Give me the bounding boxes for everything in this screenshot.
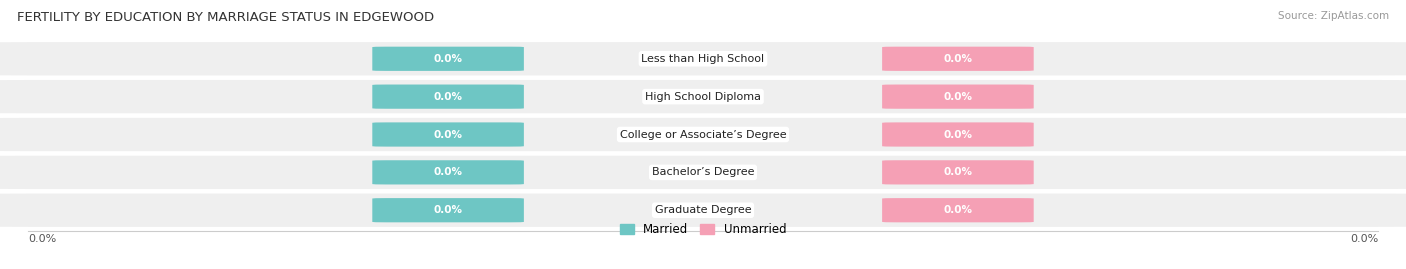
- FancyBboxPatch shape: [373, 122, 524, 147]
- FancyBboxPatch shape: [373, 47, 524, 71]
- Text: 0.0%: 0.0%: [943, 129, 973, 140]
- Text: College or Associate’s Degree: College or Associate’s Degree: [620, 129, 786, 140]
- Text: 0.0%: 0.0%: [943, 205, 973, 215]
- Text: Bachelor’s Degree: Bachelor’s Degree: [652, 167, 754, 177]
- FancyBboxPatch shape: [882, 122, 1033, 147]
- Text: 0.0%: 0.0%: [28, 234, 56, 244]
- Text: 0.0%: 0.0%: [433, 54, 463, 64]
- Text: Source: ZipAtlas.com: Source: ZipAtlas.com: [1278, 11, 1389, 21]
- FancyBboxPatch shape: [0, 42, 1406, 75]
- FancyBboxPatch shape: [0, 80, 1406, 113]
- Text: 0.0%: 0.0%: [943, 92, 973, 102]
- Text: 0.0%: 0.0%: [1350, 234, 1378, 244]
- Text: High School Diploma: High School Diploma: [645, 92, 761, 102]
- Text: 0.0%: 0.0%: [433, 129, 463, 140]
- Text: 0.0%: 0.0%: [433, 92, 463, 102]
- FancyBboxPatch shape: [373, 198, 524, 222]
- Text: Graduate Degree: Graduate Degree: [655, 205, 751, 215]
- FancyBboxPatch shape: [373, 84, 524, 109]
- FancyBboxPatch shape: [882, 84, 1033, 109]
- FancyBboxPatch shape: [882, 160, 1033, 185]
- FancyBboxPatch shape: [0, 118, 1406, 151]
- Legend: Married, Unmarried: Married, Unmarried: [614, 219, 792, 241]
- Text: 0.0%: 0.0%: [943, 167, 973, 177]
- FancyBboxPatch shape: [0, 194, 1406, 227]
- Text: 0.0%: 0.0%: [943, 54, 973, 64]
- Text: 0.0%: 0.0%: [433, 205, 463, 215]
- FancyBboxPatch shape: [882, 47, 1033, 71]
- FancyBboxPatch shape: [882, 198, 1033, 222]
- FancyBboxPatch shape: [0, 156, 1406, 189]
- FancyBboxPatch shape: [373, 160, 524, 185]
- Text: FERTILITY BY EDUCATION BY MARRIAGE STATUS IN EDGEWOOD: FERTILITY BY EDUCATION BY MARRIAGE STATU…: [17, 11, 434, 24]
- Text: Less than High School: Less than High School: [641, 54, 765, 64]
- Text: 0.0%: 0.0%: [433, 167, 463, 177]
